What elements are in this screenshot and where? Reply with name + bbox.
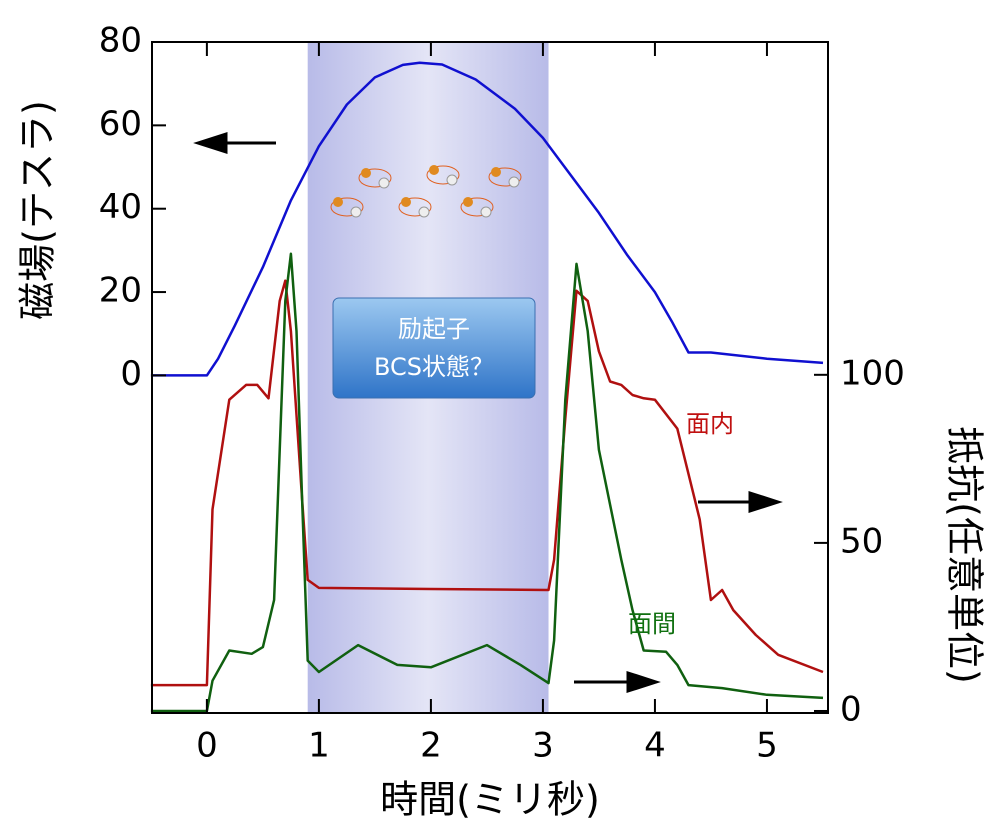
- y2-axis-title: 抵抗(任意単位): [943, 426, 987, 684]
- x-tick-label: 1: [308, 726, 330, 766]
- y-tick-label: 20: [99, 271, 142, 311]
- annotation: BCS状態？: [374, 353, 494, 381]
- y-tick-label: 60: [99, 104, 142, 144]
- x-tick-label: 0: [196, 726, 218, 766]
- x-axis-title: 時間(ミリ秒): [380, 778, 600, 822]
- series-label: 面内: [686, 410, 734, 438]
- annotation: 励起子: [398, 315, 470, 343]
- y-tick-label: 80: [99, 21, 142, 61]
- y-tick-label: 40: [99, 187, 142, 227]
- x-tick-label: 4: [644, 726, 666, 766]
- y2-tick-label: 0: [840, 689, 862, 729]
- annotation-box: [333, 298, 535, 398]
- x-tick-label: 2: [420, 726, 442, 766]
- x-tick-label: 5: [756, 726, 778, 766]
- y2-tick-label: 100: [840, 353, 905, 393]
- y-tick-label: 0: [120, 354, 142, 394]
- x-tick-label: 3: [532, 726, 554, 766]
- chart: 012345020406080050100 励起子 BCS状態？ 面内 面間 時…: [0, 0, 994, 833]
- y-axis-title: 磁場(テスラ): [16, 100, 60, 320]
- series-label: 面間: [628, 610, 676, 638]
- y2-tick-label: 50: [840, 521, 883, 561]
